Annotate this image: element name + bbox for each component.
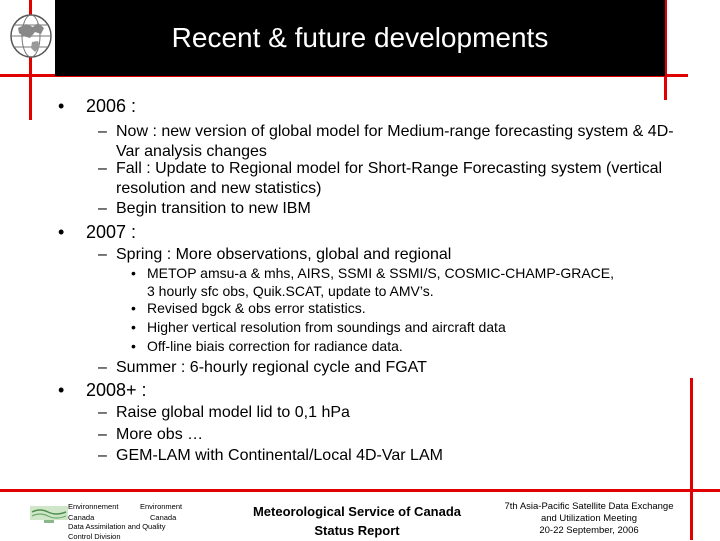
- bullet-dot: •: [58, 96, 65, 116]
- dash: –: [98, 426, 107, 443]
- footer-meeting-line2: and Utilization Meeting: [540, 513, 638, 524]
- sub-item-text: Raise global model lid to 0,1 hPa: [116, 404, 350, 421]
- sub-item-text: GEM-LAM with Continental/Local 4D-Var LA…: [116, 447, 443, 464]
- slide-content: • 2006 : – Now : new version of global m…: [58, 96, 674, 464]
- sub-sub-item-text: METOP amsu-a & mhs, AIRS, SSMI & SSMI/S,…: [147, 265, 615, 299]
- footer-division-line2: Control Division: [68, 532, 121, 541]
- dash: –: [98, 359, 107, 376]
- footer-org: Meteorological Service of Canada Status …: [232, 502, 482, 540]
- sub-item-text: Now : new version of global model for Me…: [116, 123, 674, 160]
- bullet-dot: •: [131, 319, 136, 335]
- bullet-text: 2006 :: [86, 96, 137, 116]
- bullet-dot: •: [58, 222, 65, 242]
- footer-division-line1: Data Assimilation and Quality: [68, 522, 166, 531]
- sub-item-text: Fall : Update to Regional model for Shor…: [116, 160, 663, 197]
- footer-dept-env-fr: Environnement: [68, 502, 119, 511]
- canada-flag-logo-icon: [30, 506, 68, 523]
- sub-item-text: Begin transition to new IBM: [116, 200, 311, 217]
- sub-sub-item-text: Revised bgck & obs error statistics.: [147, 300, 366, 316]
- dash: –: [98, 200, 107, 217]
- sub-sub-item-text: Higher vertical resolution from sounding…: [147, 319, 506, 335]
- footer-meeting-date: 20-22 September, 2006: [539, 525, 639, 536]
- bullet-dot: •: [131, 300, 136, 316]
- bullet-text: 2008+ :: [86, 380, 147, 400]
- dash: –: [98, 246, 107, 263]
- footer-dept-env-en: Environment: [140, 502, 183, 511]
- footer-dept-canada-fr: Canada: [68, 513, 95, 522]
- slide-title: Recent & future developments: [55, 0, 665, 76]
- bullet-text: 2007 :: [86, 222, 137, 242]
- footer-meeting: 7th Asia-Pacific Satellite Data Exchange…: [494, 501, 684, 537]
- footer-dept-canada-en: Canada: [150, 513, 177, 522]
- red-line-right: [664, 0, 667, 100]
- bullet-dot: •: [58, 380, 65, 400]
- red-line-bottom-right: [690, 378, 693, 540]
- sub-sub-item-text: Off-line biais correction for radiance d…: [147, 338, 403, 354]
- sub-item-text: Summer : 6-hourly regional cycle and FGA…: [116, 359, 427, 376]
- sub-item-text: More obs …: [116, 426, 204, 443]
- dash: –: [98, 123, 107, 140]
- bullet-dot: •: [131, 265, 136, 281]
- footer-org-line1: Meteorological Service of Canada: [252, 504, 462, 519]
- footer-org-line2: Status Report: [314, 523, 400, 538]
- slide-title-text: Recent & future developments: [171, 22, 549, 53]
- red-line-left: [29, 0, 32, 120]
- dash: –: [98, 447, 107, 464]
- footer-meeting-line1: 7th Asia-Pacific Satellite Data Exchange: [504, 501, 674, 512]
- dash: –: [98, 160, 107, 177]
- sub-item-text: Spring : More observations, global and r…: [116, 246, 452, 263]
- red-line-bottom: [0, 489, 720, 492]
- bullet-dot: •: [131, 338, 136, 354]
- dash: –: [98, 404, 107, 421]
- globe-logo-icon: [10, 14, 52, 58]
